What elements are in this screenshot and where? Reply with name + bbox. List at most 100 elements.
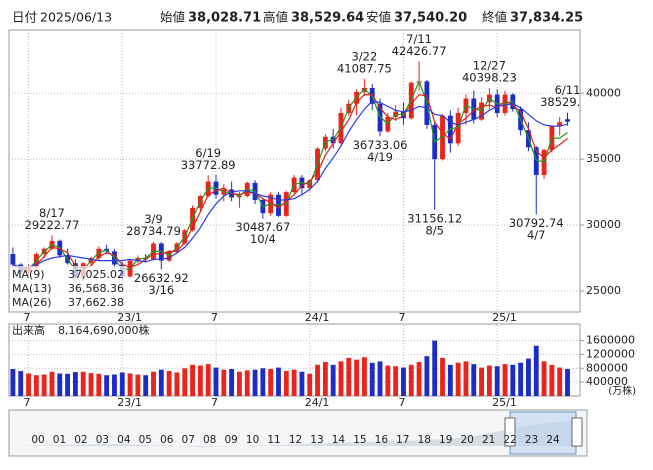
volume-bar: [299, 371, 305, 396]
navigator-year: 02: [74, 434, 87, 446]
volume-bar: [541, 361, 547, 396]
volume-bar: [119, 372, 125, 396]
volume-bar: [486, 365, 492, 396]
y-tick-label: 1600000: [586, 334, 635, 347]
volume-bar: [510, 364, 516, 396]
volume-bar: [174, 372, 180, 396]
annotation-date: 6/11: [555, 83, 581, 97]
candle-body: [565, 119, 570, 122]
x-tick-label: 7: [398, 311, 405, 324]
navigator-year: 07: [182, 434, 195, 446]
navigator-year: 13: [310, 434, 323, 446]
volume-bar: [182, 368, 188, 396]
volume-bar: [10, 368, 16, 396]
candle-body: [479, 102, 485, 120]
candle-body: [541, 149, 547, 175]
navigator-year: 09: [224, 434, 237, 446]
annotation-value: 31156.12: [407, 211, 462, 225]
volume-bar: [276, 367, 281, 396]
navigator-year: 16: [375, 434, 389, 446]
volume-bar: [80, 371, 86, 396]
volume-bar: [565, 368, 570, 396]
volume-bar: [424, 356, 430, 396]
volume-bar: [502, 364, 508, 396]
volume-bar: [307, 373, 313, 396]
candle-body: [166, 251, 172, 261]
volume-bar: [526, 358, 531, 396]
navigator-year: 17: [396, 434, 409, 446]
x-tick-label: 25/1: [492, 396, 517, 409]
y-tick-label: 40000: [586, 86, 621, 99]
annotation-date: 4/7: [527, 228, 546, 242]
volume-bar: [26, 373, 31, 396]
x-tick-label: 25/1: [492, 311, 517, 324]
legend-value: 37,025.02: [68, 268, 124, 281]
annotation-value: 26632.92: [134, 271, 189, 285]
volume-bar: [49, 371, 55, 396]
volume-bar: [104, 375, 110, 396]
y-tick-label: 800000: [586, 361, 628, 374]
volume-bar: [229, 368, 235, 396]
navigator-year: 00: [31, 434, 44, 446]
legend-value: 37,662.38: [68, 296, 124, 309]
navigator-year: 15: [353, 434, 366, 446]
header-label: 安値: [366, 10, 391, 25]
annotation-value: 30487.67: [235, 220, 290, 234]
unit-label: (万株): [608, 384, 636, 397]
volume-bar: [244, 370, 250, 396]
annotation-date: 6/19: [195, 146, 221, 160]
legend-value: 36,568.36: [68, 282, 124, 295]
annotation-date: 10/4: [250, 232, 276, 246]
legend-box: [10, 266, 126, 310]
volume-title: 出来高: [12, 323, 45, 337]
legend-name: MA(13): [12, 282, 52, 295]
annotation-value: 42426.77: [392, 44, 447, 58]
header-value: 38,529.64: [291, 11, 364, 26]
volume-bar: [151, 371, 156, 396]
volume-bar: [447, 364, 453, 396]
navigator-year: 04: [117, 434, 131, 446]
navigator-handle-right[interactable]: [571, 417, 583, 447]
volume-bar: [557, 367, 563, 396]
volume-bar: [385, 365, 391, 396]
volume-bar: [518, 362, 524, 396]
header-label: 高値: [263, 10, 288, 25]
annotation-date: 12/27: [473, 59, 506, 73]
navigator-selection[interactable]: [509, 411, 577, 455]
ma-line: [12, 93, 568, 270]
candle-body: [237, 196, 242, 198]
annotation-date: 3/22: [351, 49, 377, 63]
candle-body: [455, 113, 461, 144]
volume-bar: [432, 340, 438, 396]
volume-bar: [190, 364, 195, 396]
navigator-year: 03: [96, 434, 109, 446]
volume-bar: [252, 369, 258, 396]
annotation-date: 3/9: [144, 212, 163, 226]
volume-bar: [291, 369, 297, 396]
y-tick-label: 30000: [586, 218, 621, 231]
x-tick-label: 24/1: [305, 311, 330, 324]
volume-bar: [283, 371, 289, 396]
annotation-date: 8/17: [39, 206, 65, 220]
navigator-handle-left[interactable]: [504, 417, 516, 447]
volume-bar: [41, 374, 47, 396]
navigator-year: 05: [139, 434, 152, 446]
navigator[interactable]: 00 01 02 03 04 05 06 07 08 09 10 11 12 13 14 15 16 17 18 19…: [8, 409, 588, 457]
annotation-date: 8/5: [425, 223, 444, 237]
labels: 日付 2025/06/13 始値 38,028.71 高値 38,529.64 安値 37,5…: [10, 10, 636, 409]
volume-bar: [338, 361, 344, 396]
volume-bar: [213, 367, 219, 396]
annotation-value: 41087.75: [337, 61, 392, 75]
legend-name: MA(9): [12, 268, 45, 281]
volume-bar: [127, 373, 133, 396]
volume-bar: [197, 365, 203, 396]
annotation-value: 30792.74: [509, 216, 564, 230]
volume-bar: [416, 362, 422, 396]
ma-line: [12, 100, 568, 268]
volume-bar: [322, 362, 328, 396]
volume-bar: [494, 366, 500, 396]
annotation-value: 28734.79: [126, 224, 181, 238]
navigator-year: 24: [546, 434, 560, 446]
